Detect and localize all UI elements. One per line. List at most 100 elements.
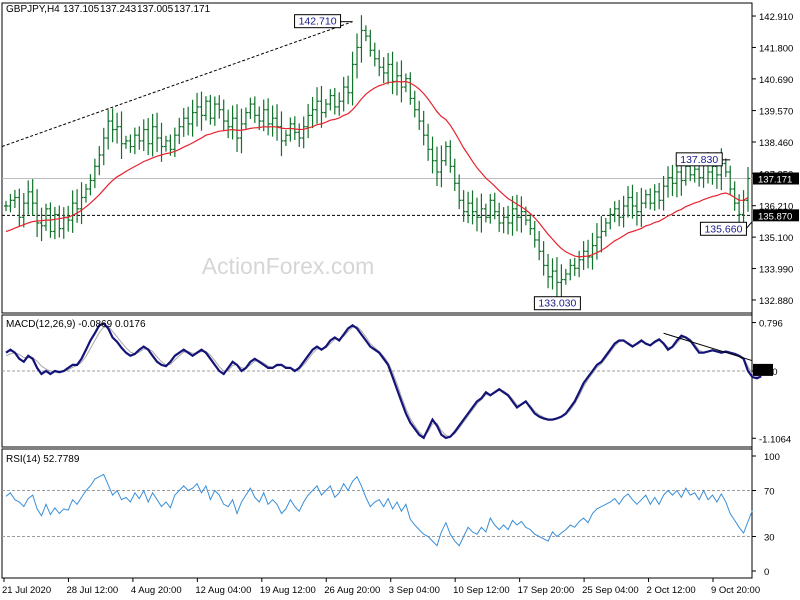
annotation-label: 137.830	[680, 154, 718, 166]
axes: 142.910141.800140.690139.570138.460137.3…	[2, 12, 799, 596]
price-bar	[297, 123, 302, 147]
price-bar	[146, 118, 151, 156]
price-annotation: 137.830	[675, 152, 731, 167]
rsi-panel	[2, 473, 753, 547]
price-bar	[119, 111, 124, 159]
price-bar	[88, 174, 93, 196]
x-tick-label: 3 Sep 04:00	[389, 585, 440, 596]
price-bar	[497, 202, 502, 232]
price-annotation: 142.710	[294, 14, 353, 29]
price-bar	[57, 205, 62, 238]
macd-panel-frame	[1, 314, 753, 448]
x-tick-label: 17 Sep 20:00	[518, 585, 575, 596]
price-bar	[434, 146, 439, 187]
price-bar	[608, 208, 613, 230]
price-bar	[106, 109, 111, 150]
price-bar	[235, 104, 240, 153]
price-bar	[283, 130, 288, 146]
price-bar	[172, 127, 177, 158]
x-tick-label: 2 Oct 12:00	[647, 585, 696, 596]
watermark-text: ActionForex.com	[202, 253, 375, 279]
price-bar	[195, 92, 200, 127]
price-bar	[519, 196, 524, 233]
price-bar	[266, 98, 271, 136]
price-bar	[292, 116, 297, 141]
x-tick-label: 28 Jul 12:00	[66, 585, 118, 596]
price-bar	[217, 95, 222, 119]
price-bar	[586, 239, 591, 269]
price-bar	[630, 184, 635, 219]
price-bar	[261, 99, 266, 132]
price-bar	[510, 196, 515, 236]
x-tick-label: 10 Sep 12:00	[453, 585, 510, 596]
macd-panel-label: MACD(12,26,9) -0.0869 0.0176	[6, 319, 146, 330]
price-bar	[461, 190, 466, 222]
price-bar	[372, 42, 377, 67]
price-bar	[403, 73, 408, 93]
x-tick-label: 26 Aug 20:00	[324, 585, 380, 596]
price-panel-frame	[1, 2, 753, 314]
current-price-tag-label: 137.171	[758, 174, 792, 185]
price-bar	[319, 85, 324, 128]
price-bar	[132, 127, 137, 155]
price-bar	[270, 105, 275, 137]
price-bar	[83, 183, 88, 203]
price-bar	[79, 182, 84, 225]
moving-average-line	[5, 80, 749, 258]
price-bar	[288, 117, 293, 142]
price-bar	[550, 258, 555, 290]
rsi-y-tick-label: 30	[764, 533, 775, 544]
rsi-y-tick-label: 100	[764, 452, 780, 463]
price-bar	[315, 87, 320, 124]
price-bar	[75, 189, 80, 223]
price-bar	[186, 106, 191, 136]
price-bar	[728, 165, 733, 196]
x-tick-label: 19 Aug 12:00	[260, 585, 316, 596]
price-bar	[532, 220, 537, 248]
price-bar	[239, 108, 244, 154]
price-bar	[26, 180, 31, 215]
price-bar	[199, 91, 204, 131]
price-bar	[346, 75, 351, 105]
price-bar	[541, 241, 546, 276]
price-bar	[17, 188, 22, 227]
price-bar	[115, 112, 120, 144]
price-y-tick-label: 139.570	[759, 107, 793, 118]
price-bar	[248, 97, 253, 119]
price-bar	[61, 207, 66, 239]
price-bar	[621, 195, 626, 228]
price-bar	[479, 193, 484, 233]
price-bar	[488, 193, 493, 224]
price-bar	[4, 200, 8, 212]
price-bar	[528, 213, 533, 236]
price-bar	[177, 117, 182, 145]
price-bar	[163, 135, 168, 152]
price-bar	[377, 49, 382, 77]
price-bar	[443, 141, 448, 166]
price-bar	[230, 105, 235, 140]
macd-value-tag	[753, 363, 773, 376]
price-bar	[452, 158, 457, 191]
price-y-tick-label: 138.460	[759, 138, 793, 149]
price-bar	[150, 113, 155, 157]
macd-main-line	[5, 322, 762, 440]
price-y-tick-label: 135.100	[759, 233, 793, 244]
macd-y-tick-label: -1.1064	[759, 434, 791, 445]
x-tick-label: 9 Oct 20:00	[711, 585, 760, 596]
current-price-tag-box	[753, 172, 799, 185]
x-tick-label: 4 Aug 20:00	[131, 585, 182, 596]
rsi-panel-frame	[1, 448, 753, 579]
price-panel-header-close: 137.171	[174, 4, 211, 15]
price-y-tick-label: 142.910	[759, 12, 793, 23]
price-bar	[257, 106, 262, 130]
price-bar	[39, 207, 44, 242]
price-bar	[350, 51, 355, 106]
price-bar	[594, 223, 599, 260]
price-bar	[141, 119, 146, 152]
price-bar	[417, 100, 422, 130]
price-bar	[474, 197, 479, 232]
annotation-box	[533, 296, 581, 311]
price-bar	[30, 179, 35, 216]
price-bar	[537, 231, 542, 261]
